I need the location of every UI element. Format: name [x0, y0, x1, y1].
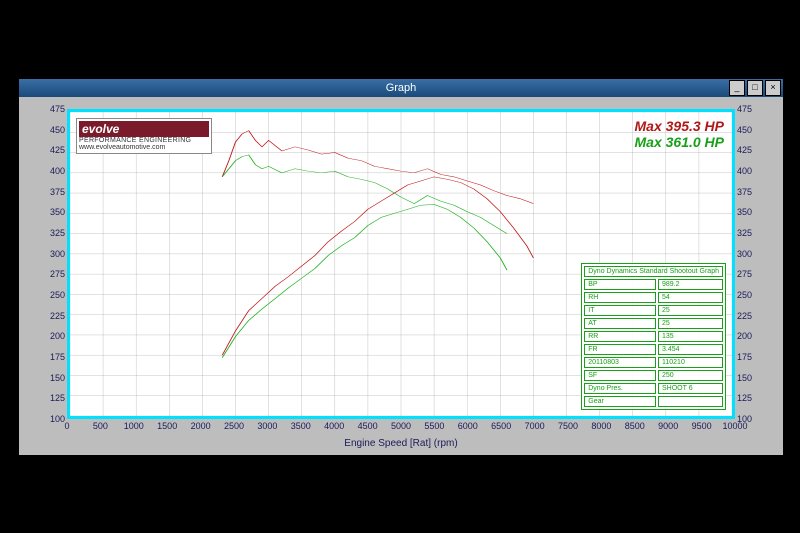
max-hp-tuned: Max 395.3 HP: [635, 118, 725, 134]
x-ticks: 0500100015002000250030003500400045005000…: [67, 421, 735, 433]
y-ticks-right: 1001251501752002252502753003253503754004…: [737, 109, 753, 419]
logo-brand: evolve: [79, 121, 209, 137]
window-titlebar[interactable]: Graph _ □ ×: [19, 79, 783, 97]
y-ticks-left: 1001251501752002252502753003253503754004…: [49, 109, 65, 419]
plot-canvas: evolve PERFORMANCE ENGINEERING www.evolv…: [67, 109, 735, 419]
window-title: Graph: [386, 82, 417, 94]
logo-box: evolve PERFORMANCE ENGINEERING www.evolv…: [76, 118, 212, 154]
x-axis-label: Engine Speed [Rat] (rpm): [23, 438, 779, 449]
plot-area: Flywheel Torque [Rat] (Ft.Lb) Flywheel P…: [23, 101, 779, 451]
max-hp-labels: Max 395.3 HP Max 361.0 HP: [635, 118, 725, 150]
logo-url: www.evolveautomotive.com: [79, 144, 209, 151]
info-table: Dyno Dynamics Standard Shootout GraphBP9…: [581, 263, 726, 410]
max-hp-stock: Max 361.0 HP: [635, 134, 725, 150]
maximize-button[interactable]: □: [747, 80, 763, 96]
chart-window: Graph _ □ × Flywheel Torque [Rat] (Ft.Lb…: [18, 78, 784, 456]
minimize-button[interactable]: _: [729, 80, 745, 96]
window-buttons: _ □ ×: [729, 80, 781, 96]
close-button[interactable]: ×: [765, 80, 781, 96]
logo-subtitle: PERFORMANCE ENGINEERING: [79, 137, 209, 144]
